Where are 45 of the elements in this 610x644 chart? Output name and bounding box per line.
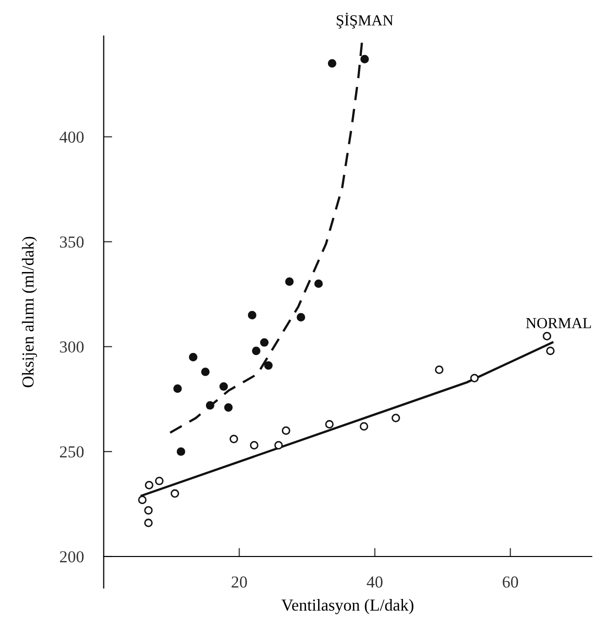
point [144,480,154,490]
point [314,279,323,288]
point [144,518,153,528]
y-tick-label: 350 [60,236,84,248]
point [224,403,233,412]
point [542,332,552,340]
text: ŞİŞMAN [336,12,394,29]
point [546,346,555,356]
point [274,441,283,450]
x-tick-label: 60 [502,576,518,588]
point [470,374,479,382]
y-axis-title: Oksijen alımı (ml/dak) [22,236,38,388]
series-label: NORMAL [526,318,591,328]
point [144,506,153,515]
point [434,365,444,374]
point [248,310,256,320]
y-tick-label: 250 [60,446,84,458]
point [230,434,238,444]
point [328,59,336,68]
point [252,346,260,356]
x-tick-label: 20 [232,576,247,588]
point [296,313,306,322]
point [206,401,214,410]
point [201,368,210,376]
y-tick-label: 200 [60,551,84,562]
point [176,447,186,456]
point [260,338,269,347]
point [173,384,182,393]
point [138,496,147,504]
x-tick-label: 40 [366,576,383,588]
point [170,489,180,498]
point [282,426,290,435]
point [285,277,294,286]
point [360,422,368,431]
point [360,54,369,64]
point [219,382,228,391]
point [250,441,258,450]
point [392,414,400,422]
y-tick-label: 300 [60,341,84,353]
point [325,420,334,429]
point [188,352,198,362]
x-axis-title: Ventilasyon (L/dak) [281,599,414,614]
point [264,361,273,370]
y-tick-label: 400 [60,131,84,143]
point [155,476,164,486]
